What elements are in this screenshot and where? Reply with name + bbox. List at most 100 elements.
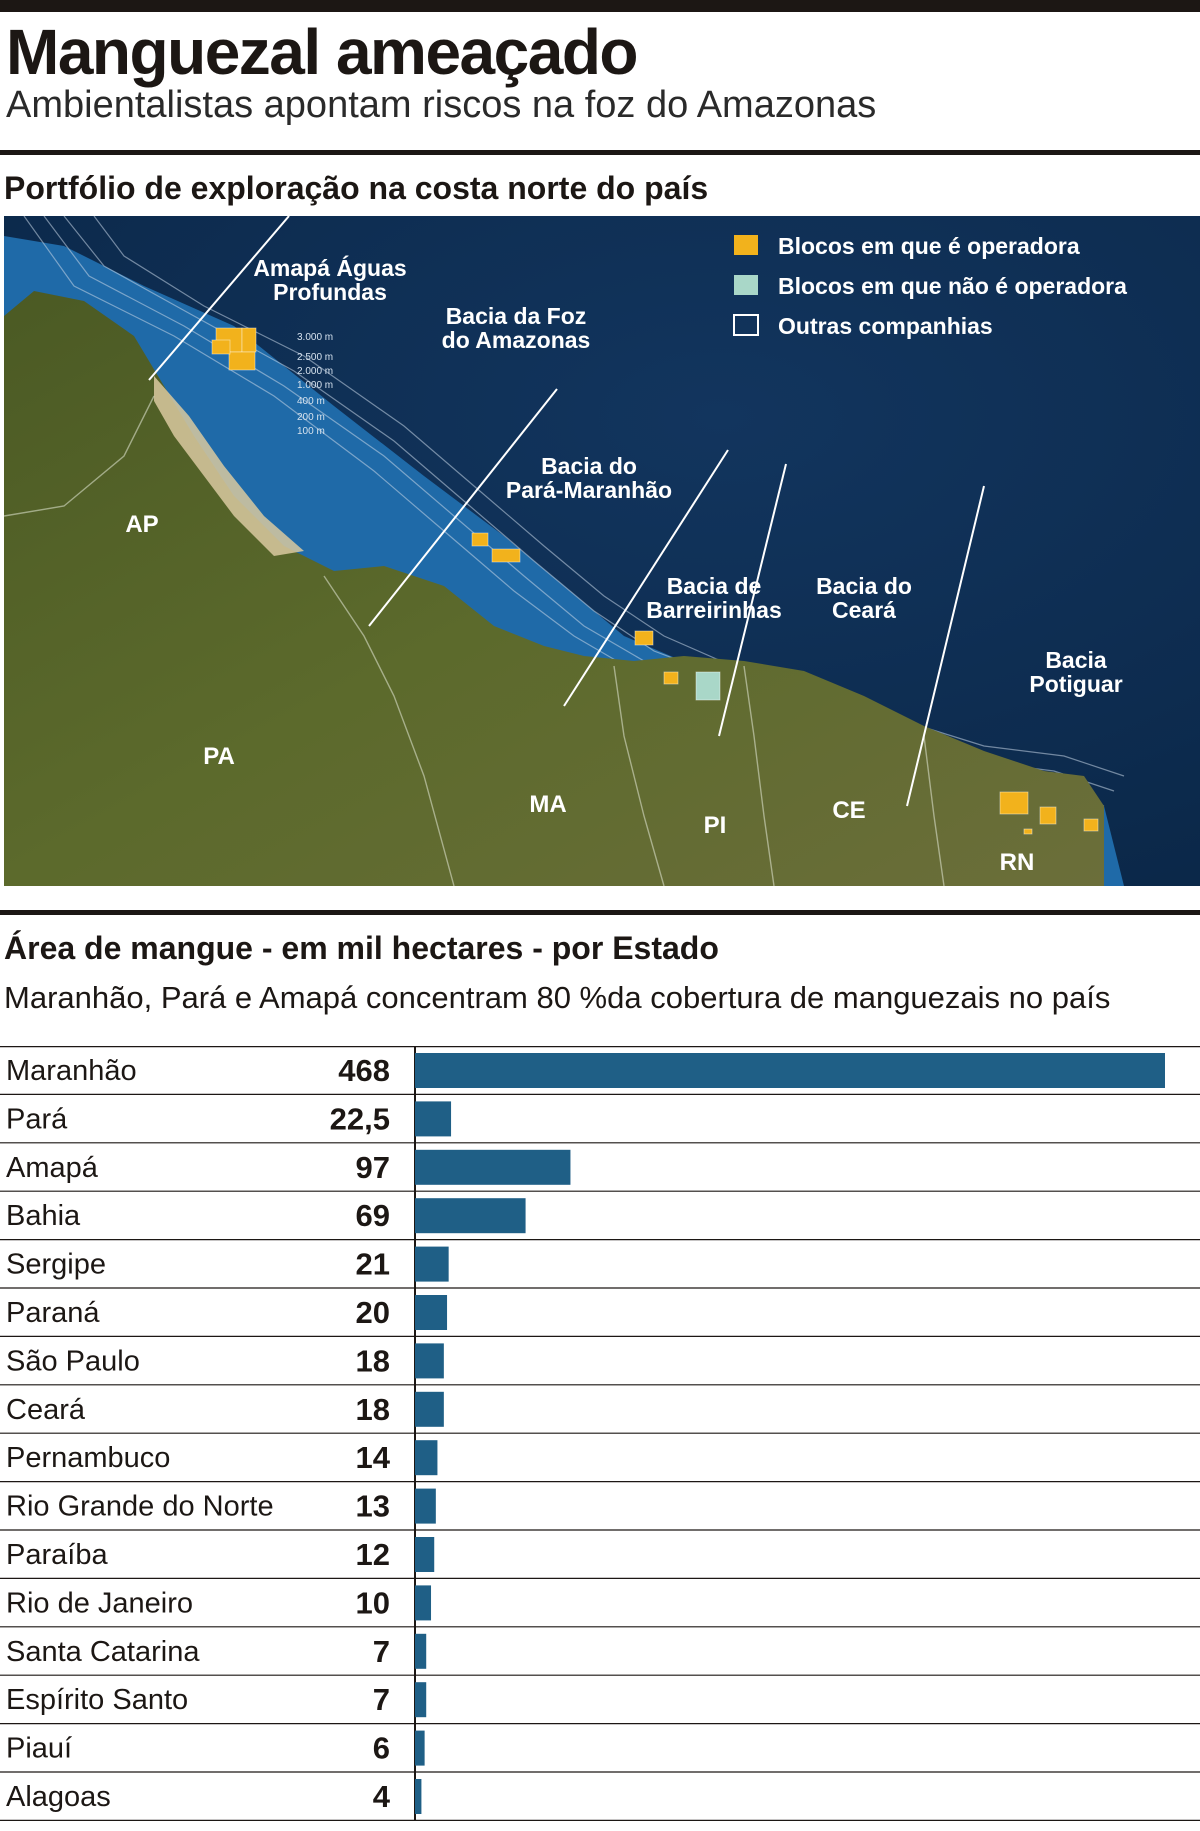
depth-labels: 3.000 m 2.500 m 2.000 m 1.000 m 400 m 200 m 10… [297,332,333,437]
value-label: 10 [356,1585,390,1620]
table-row: Paraná 20 [0,1295,1200,1337]
table-row: Maranhão 468 [0,1053,1200,1096]
table-row: Rio Grande do Norte 13 [0,1488,1200,1531]
depth-label: 1.000 m [297,380,333,391]
value-label: 20 [356,1295,390,1330]
leader-line [148,216,290,381]
map-canvas: 3.000 m 2.500 m 2.000 m 1.000 m 400 m 200 m 10… [4,216,1200,886]
category-label: São Paulo [6,1345,140,1377]
category-label: Piauí [6,1733,72,1765]
leader-line [718,463,787,737]
legend-label: Blocos em que não é operadora [778,273,1127,299]
basin-label: Amapá Águas Profundas [253,254,406,305]
bar [415,1101,452,1137]
table-row: Paraíba 12 [0,1537,1200,1580]
page-subtitle: Ambientalistas apontam riscos na foz do … [6,84,877,126]
state-borders [4,395,945,886]
value-label: 22,5 [330,1101,390,1136]
basin-labels: Amapá Águas Profundas Bacia da Foz do Amazo… [253,254,1122,697]
page-title: Manguezal ameaçado [6,16,639,88]
value-label: 21 [356,1247,390,1282]
leader-line [368,388,558,627]
legend-label: Blocos em que é operadora [778,233,1080,259]
depth-label: 100 m [297,426,325,437]
exploration-blocks [211,327,1099,835]
category-label: Espírito Santo [6,1684,188,1716]
table-row: Pará 22,5 [0,1101,1200,1144]
operator-block [471,532,489,547]
bar [415,1537,435,1572]
bar [415,1730,425,1766]
basin-label: Bacia da Foz do Amazonas [442,303,591,353]
depth-label: 400 m [297,396,325,407]
table-row: Piauí 6 [0,1730,1200,1773]
bar [415,1633,427,1669]
land [4,291,1104,886]
map-legend: Blocos em que é operadora Blocos em que n… [733,233,1127,339]
category-label: Maranhão [6,1055,137,1087]
bar [415,1295,448,1330]
table-row: Espírito Santo 7 [0,1682,1200,1725]
legend-label: Outras companhias [778,313,993,339]
operator-block [211,339,231,355]
table-row: Rio de Janeiro 10 [0,1585,1200,1628]
bar [415,1779,422,1814]
state-label: MA [529,791,566,818]
exploration-map: 3.000 m 2.500 m 2.000 m 1.000 m 400 m 200 m 10… [4,216,1200,886]
section-divider [0,150,1200,155]
category-label: Rio de Janeiro [6,1587,193,1619]
section-divider [0,910,1200,915]
category-label: Bahia [6,1200,81,1232]
state-label: AP [125,511,158,538]
state-label: CE [832,797,865,824]
state-labels: AP PA MA PI CE RN [125,511,1034,876]
table-row: Sergipe 21 [0,1246,1200,1289]
depth-label: 2.000 m [297,366,333,377]
bar [415,1440,438,1476]
operator-block [241,327,257,353]
operator-block [228,351,256,371]
category-label: Pará [6,1103,68,1135]
table-row: Pernambuco 14 [0,1440,1200,1483]
category-label: Rio Grande do Norte [6,1491,274,1523]
leader-line [906,485,985,807]
map-heading: Portfólio de exploração na costa norte d… [4,170,709,206]
operator-block [491,548,521,563]
operator-block [999,791,1029,815]
category-label: Paraná [6,1297,100,1329]
category-label: Amapá [6,1152,99,1184]
table-row: Santa Catarina 7 [0,1633,1200,1676]
value-label: 12 [356,1537,390,1572]
table-row: Ceará 18 [0,1391,1200,1434]
value-label: 7 [373,1682,390,1717]
chart-title: Área de mangue - em mil hectares - por E… [4,930,719,966]
category-label: Sergipe [6,1249,106,1281]
bar [415,1053,1165,1088]
bar [415,1149,571,1185]
bar [415,1343,444,1379]
top-rule [0,0,1200,12]
leader-lines [148,216,985,807]
bar [415,1391,444,1427]
table-row: Alagoas 4 [0,1779,1200,1822]
basin-label: Bacia do Pará-Maranhão [506,453,672,503]
state-label: PA [203,743,235,770]
legend-swatch [734,275,758,295]
value-label: 6 [373,1731,390,1766]
depth-label: 3.000 m [297,332,333,343]
state-label: RN [1000,849,1035,876]
amazon-estuary-sand [154,376,304,556]
depth-label: 200 m [297,412,325,423]
depth-label: 2.500 m [297,352,333,363]
value-label: 97 [356,1150,390,1185]
basin-label: Bacia do Ceará [816,573,912,623]
leader-line [563,449,729,707]
bar [415,1682,427,1718]
non-operator-block [695,671,721,701]
bar [415,1246,449,1282]
legend-swatch [733,314,759,336]
operator-block [1083,818,1099,832]
category-label: Alagoas [6,1781,111,1813]
category-label: Santa Catarina [6,1636,200,1668]
category-label: Ceará [6,1394,86,1426]
